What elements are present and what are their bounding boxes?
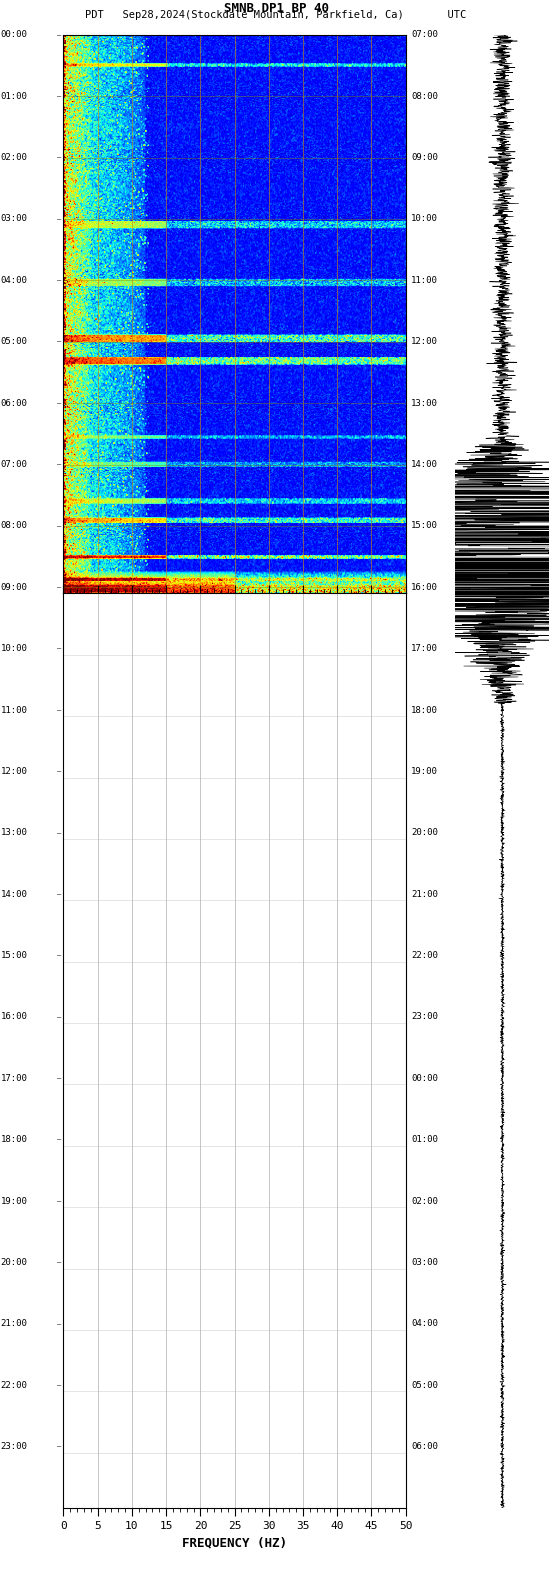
Text: –: – xyxy=(57,1014,61,1020)
Text: 05:00: 05:00 xyxy=(411,1381,438,1389)
X-axis label: FREQUENCY (HZ): FREQUENCY (HZ) xyxy=(182,1536,287,1549)
Text: –: – xyxy=(57,706,61,713)
Text: 03:00: 03:00 xyxy=(411,1258,438,1267)
Text: 18:00: 18:00 xyxy=(1,1136,28,1144)
Text: 20:00: 20:00 xyxy=(1,1258,28,1267)
Text: SMNB DP1 BP 40: SMNB DP1 BP 40 xyxy=(224,2,328,16)
Text: –: – xyxy=(57,952,61,958)
Text: –: – xyxy=(57,339,61,345)
Text: 07:00: 07:00 xyxy=(1,459,28,469)
Text: 00:00: 00:00 xyxy=(411,1074,438,1083)
Text: 13:00: 13:00 xyxy=(411,399,438,407)
Text: –: – xyxy=(57,1076,61,1082)
Text: 01:00: 01:00 xyxy=(1,92,28,101)
Text: 09:00: 09:00 xyxy=(411,154,438,162)
Text: –: – xyxy=(57,215,61,222)
Text: 22:00: 22:00 xyxy=(1,1381,28,1389)
Text: 19:00: 19:00 xyxy=(411,767,438,776)
Text: 15:00: 15:00 xyxy=(1,950,28,960)
Text: 21:00: 21:00 xyxy=(1,1319,28,1329)
Text: –: – xyxy=(57,584,61,591)
Text: –: – xyxy=(57,155,61,160)
Text: –: – xyxy=(57,401,61,406)
Text: 02:00: 02:00 xyxy=(1,154,28,162)
Text: 17:00: 17:00 xyxy=(1,1074,28,1083)
Text: –: – xyxy=(57,1321,61,1327)
Text: –: – xyxy=(57,461,61,467)
Text: 13:00: 13:00 xyxy=(1,828,28,838)
Text: 12:00: 12:00 xyxy=(1,767,28,776)
Text: –: – xyxy=(57,32,61,38)
Text: 09:00: 09:00 xyxy=(1,583,28,592)
Text: –: – xyxy=(57,1383,61,1388)
Text: 11:00: 11:00 xyxy=(1,705,28,714)
Text: 00:00: 00:00 xyxy=(1,30,28,40)
Text: –: – xyxy=(57,1198,61,1204)
Text: 16:00: 16:00 xyxy=(411,583,438,592)
Text: 22:00: 22:00 xyxy=(411,950,438,960)
Text: 23:00: 23:00 xyxy=(1,1441,28,1451)
Text: 03:00: 03:00 xyxy=(1,214,28,223)
Text: –: – xyxy=(57,277,61,284)
Text: 01:00: 01:00 xyxy=(411,1136,438,1144)
Text: –: – xyxy=(57,768,61,775)
Text: 23:00: 23:00 xyxy=(411,1012,438,1022)
Text: 12:00: 12:00 xyxy=(411,337,438,347)
Text: –: – xyxy=(57,1259,61,1266)
Text: 15:00: 15:00 xyxy=(411,521,438,531)
Text: 11:00: 11:00 xyxy=(411,276,438,285)
Text: 10:00: 10:00 xyxy=(1,645,28,653)
Text: –: – xyxy=(57,93,61,100)
Text: 04:00: 04:00 xyxy=(411,1319,438,1329)
Text: –: – xyxy=(57,646,61,651)
Text: 08:00: 08:00 xyxy=(1,521,28,531)
Text: –: – xyxy=(57,892,61,897)
Text: –: – xyxy=(57,830,61,836)
Text: 05:00: 05:00 xyxy=(1,337,28,347)
Text: 10:00: 10:00 xyxy=(411,214,438,223)
Text: –: – xyxy=(57,1137,61,1142)
Text: 08:00: 08:00 xyxy=(411,92,438,101)
Text: 21:00: 21:00 xyxy=(411,890,438,898)
Text: 02:00: 02:00 xyxy=(411,1196,438,1205)
Text: 18:00: 18:00 xyxy=(411,705,438,714)
Text: 14:00: 14:00 xyxy=(1,890,28,898)
Text: 06:00: 06:00 xyxy=(411,1441,438,1451)
Text: 20:00: 20:00 xyxy=(411,828,438,838)
Text: 04:00: 04:00 xyxy=(1,276,28,285)
Text: 07:00: 07:00 xyxy=(411,30,438,40)
Text: PDT   Sep28,2024(Stockdale Mountain, Parkfield, Ca)       UTC: PDT Sep28,2024(Stockdale Mountain, Parkf… xyxy=(86,10,466,21)
Text: 19:00: 19:00 xyxy=(1,1196,28,1205)
Text: 14:00: 14:00 xyxy=(411,459,438,469)
Text: –: – xyxy=(57,1443,61,1449)
Text: 16:00: 16:00 xyxy=(1,1012,28,1022)
Text: 17:00: 17:00 xyxy=(411,645,438,653)
Text: 06:00: 06:00 xyxy=(1,399,28,407)
Text: –: – xyxy=(57,523,61,529)
